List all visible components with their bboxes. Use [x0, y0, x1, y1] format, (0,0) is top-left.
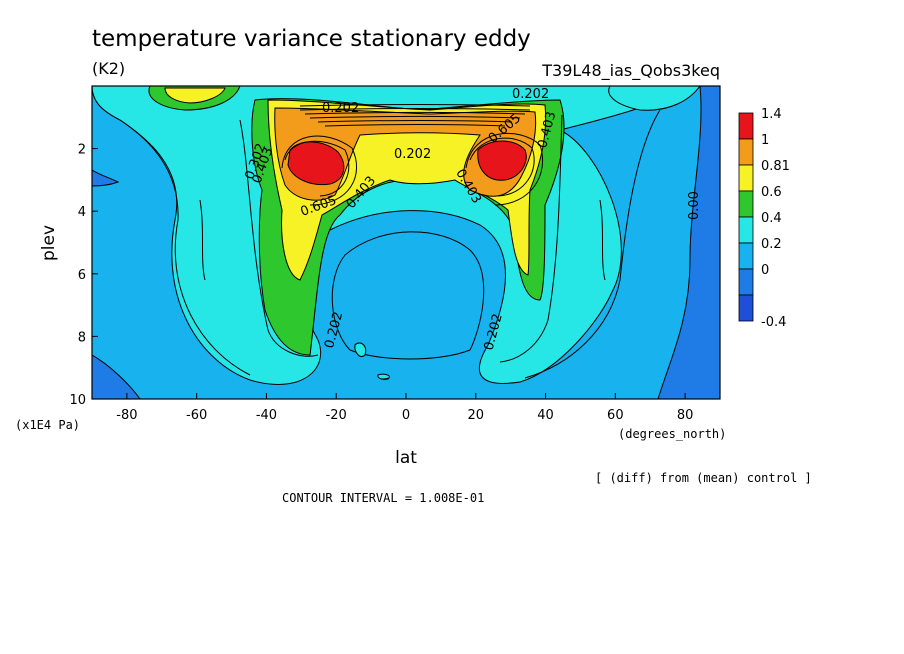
y-tick-label: 2 — [78, 143, 86, 158]
colorbar-label: 0.81 — [761, 159, 790, 174]
x-tick-label: 20 — [468, 408, 485, 423]
x-tick-label: 0 — [402, 408, 410, 423]
colorbar-label: 0.4 — [761, 211, 782, 226]
y-tick-label: 10 — [69, 393, 86, 408]
colorbar-label: 0.6 — [761, 185, 782, 200]
x-units: (degrees_north) — [618, 427, 726, 441]
x-axis: -80 -60 -40 -20 0 20 40 60 80 — [116, 393, 693, 423]
contour-labels: 0.202 0.202 0.202 0.202 0.202 0.403 0.40… — [242, 87, 702, 352]
colorbar-label: 1.4 — [761, 107, 782, 122]
y-units: (x1E4 Pa) — [15, 418, 80, 432]
x-tick-label: -40 — [256, 408, 277, 423]
y-axis: 2 4 6 8 10 — [69, 143, 98, 408]
x-tick-label: 80 — [677, 408, 694, 423]
cyan-dot — [377, 373, 390, 380]
diff-note: [ (diff) from (mean) control ] — [595, 471, 812, 485]
chart-units: (K2) — [92, 59, 125, 78]
colorbar-swatch — [738, 112, 754, 140]
y-tick-label: 8 — [78, 330, 86, 345]
colorbar-label: 0 — [761, 263, 769, 278]
colorbar-label: 0.2 — [761, 237, 782, 252]
x-tick-label: -60 — [186, 408, 207, 423]
colorbar-swatch — [738, 216, 754, 244]
x-tick-label: 60 — [607, 408, 624, 423]
x-tick-label: -20 — [326, 408, 347, 423]
colorbar-swatch — [738, 164, 754, 192]
colorbar-label: -0.4 — [761, 315, 786, 330]
contour-fill — [92, 86, 720, 399]
contour-label: 0.202 — [394, 147, 431, 162]
y-label: plev — [39, 225, 59, 261]
colorbar-label: 1 — [761, 133, 769, 148]
chart-title: temperature variance stationary eddy — [92, 26, 531, 52]
x-tick-label: 40 — [537, 408, 554, 423]
contour-label: 0.202 — [512, 87, 549, 102]
colorbar-swatch — [738, 138, 754, 166]
run-id: T39L48_ias_Qobs3keq — [541, 61, 720, 81]
colorbar: 1.4 1 0.81 0.6 0.4 0.2 0 -0.4 — [738, 107, 790, 330]
y-tick-label: 4 — [78, 205, 86, 220]
colorbar-swatch — [738, 190, 754, 218]
colorbar-swatch — [738, 294, 754, 322]
colorbar-swatch — [738, 268, 754, 296]
y-tick-label: 6 — [78, 268, 86, 283]
contour-label: 0.202 — [322, 101, 359, 116]
contour-label: 0.00 — [687, 191, 702, 220]
cyan-blob — [354, 342, 367, 358]
colorbar-swatch — [738, 242, 754, 270]
contour-interval: CONTOUR INTERVAL = 1.008E-01 — [282, 491, 484, 505]
x-tick-label: -80 — [116, 408, 137, 423]
x-label: lat — [395, 448, 417, 468]
